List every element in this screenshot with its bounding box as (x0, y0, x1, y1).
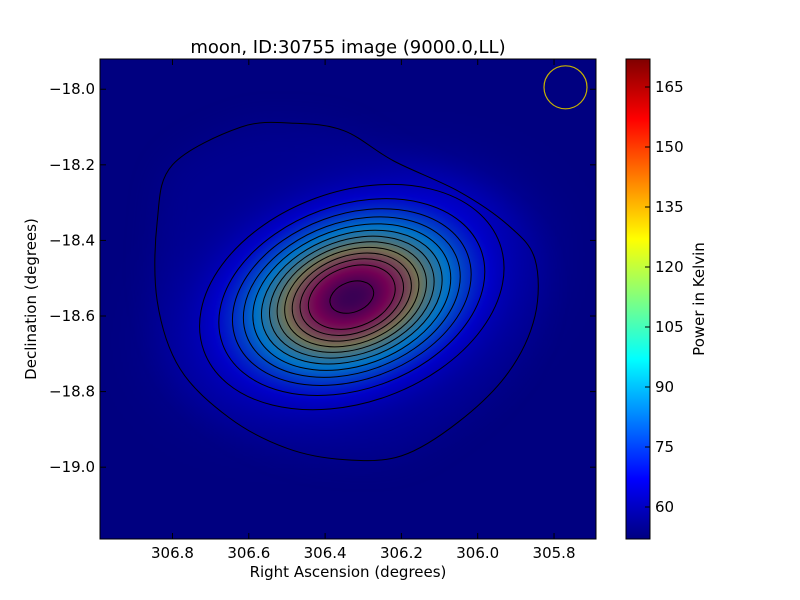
contour-line (218, 198, 486, 397)
colorbar-tick-label: 165 (655, 78, 684, 96)
contour-lines (154, 121, 539, 462)
x-tick-label: 306.6 (227, 544, 270, 562)
y-axis-ticks: −18.0 −18.2 −18.4 −18.6 −18.8 −19.0 (49, 80, 596, 476)
contour-line (231, 208, 472, 386)
y-tick-label: −18.8 (49, 383, 95, 401)
plot-area (99, 58, 597, 540)
contour-line (276, 241, 427, 353)
colorbar-tick-label: 75 (655, 438, 674, 456)
colorbar-tick-label: 135 (655, 198, 684, 216)
x-tick-label: 306.0 (456, 544, 499, 562)
contour-line (268, 235, 435, 359)
y-tick-label: −18.0 (49, 80, 95, 98)
colorbar-label: Power in Kelvin (690, 242, 708, 356)
halo-glow (154, 122, 539, 461)
contour-line (242, 216, 461, 378)
contour-line (307, 264, 396, 330)
y-tick-label: −18.4 (49, 231, 95, 249)
contour-line (299, 258, 405, 336)
colorbar-tick-label: 120 (655, 258, 684, 276)
colorbar: 60 75 90 105 120 135 150 165 Power in Kelvin (625, 58, 708, 540)
colorbar-tick-label: 60 (655, 498, 674, 516)
x-tick-label: 306.4 (304, 544, 347, 562)
y-tick-label: −18.6 (49, 307, 95, 325)
chart-title: moon, ID:30755 image (9000.0,LL) (190, 37, 505, 58)
y-axis-label: Declination (degrees) (22, 218, 40, 380)
y-tick-label: −19.0 (49, 458, 95, 476)
y-tick-label: −18.2 (49, 156, 95, 174)
contour-halo (154, 121, 539, 462)
colorbar-ticks: 60 75 90 105 120 135 150 165 (645, 78, 684, 516)
beam-circle (543, 65, 588, 110)
contour-line (260, 229, 443, 365)
x-axis-ticks: 306.8 306.6 306.4 306.2 306.0 305.8 (151, 59, 576, 562)
x-tick-label: 306.8 (151, 544, 194, 562)
plot-frame (99, 58, 597, 540)
x-tick-label: 305.8 (533, 544, 576, 562)
contour-line (291, 252, 412, 342)
x-tick-label: 306.2 (380, 544, 423, 562)
colorbar-tick-label: 150 (655, 138, 684, 156)
contour-line (252, 223, 452, 371)
contour-line (284, 246, 420, 348)
x-axis-label: Right Ascension (degrees) (250, 563, 447, 581)
colorbar-tick-label: 105 (655, 318, 684, 336)
colorbar-tick-label: 90 (655, 378, 674, 396)
contour-line (329, 280, 375, 314)
colorbar-gradient (625, 58, 651, 540)
contour-line (199, 183, 505, 411)
